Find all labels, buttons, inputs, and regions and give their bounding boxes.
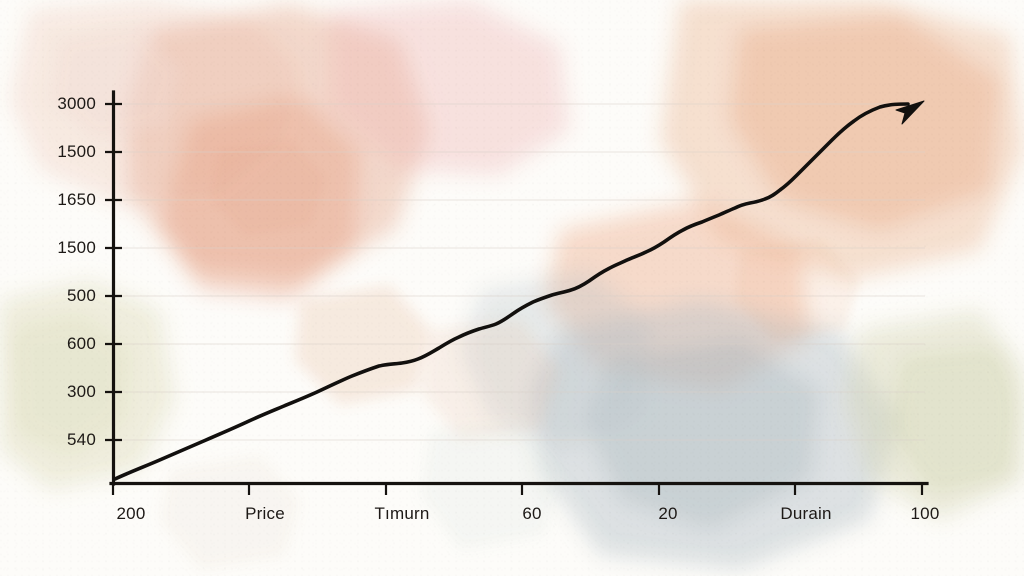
x-tick-label-4: 20 xyxy=(658,504,678,523)
x-tick-label-0: 200 xyxy=(116,504,146,523)
x-axis-ticks xyxy=(111,483,924,495)
x-tick-label-2: Tımurn xyxy=(374,504,430,523)
x-tick-label-6: 100 xyxy=(910,504,940,523)
x-tick-label-5: Durain xyxy=(780,504,832,523)
y-tick-label-1: 1500 xyxy=(57,142,96,161)
arrow-head-icon xyxy=(895,100,925,125)
y-tick-label-7: 540 xyxy=(67,430,96,449)
y-tick-label-4: 500 xyxy=(67,286,96,305)
y-axis-ticks xyxy=(105,102,122,442)
y-tick-label-2: 1650 xyxy=(57,190,96,209)
trend-line xyxy=(113,102,910,481)
y-tick-label-6: 300 xyxy=(67,382,96,401)
y-tick-label-3: 1500 xyxy=(57,238,96,257)
gridlines xyxy=(113,103,925,441)
x-tick-label-3: 60 xyxy=(522,504,542,523)
y-tick-label-0: 3000 xyxy=(57,94,96,113)
x-tick-label-1: Price xyxy=(245,504,285,523)
y-tick-label-5: 600 xyxy=(67,334,96,353)
